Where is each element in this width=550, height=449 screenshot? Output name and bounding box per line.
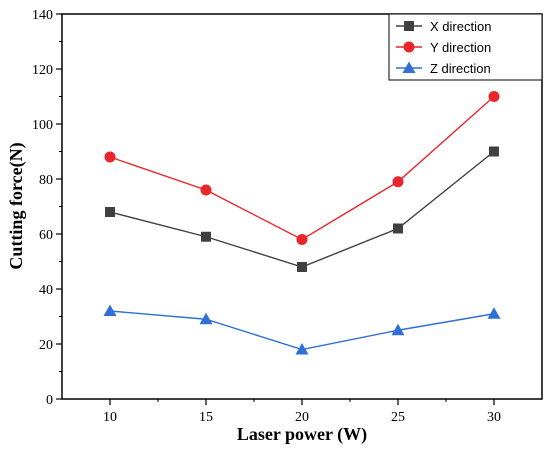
legend-item: X direction bbox=[396, 19, 491, 34]
legend-marker bbox=[403, 41, 415, 53]
series-z-direction bbox=[103, 304, 501, 355]
y-tick-label: 80 bbox=[39, 173, 53, 188]
x-tick-label: 30 bbox=[487, 410, 501, 425]
legend-item: Z direction bbox=[396, 61, 491, 76]
data-point bbox=[105, 207, 115, 217]
series-y-direction bbox=[104, 91, 500, 245]
x-tick-label: 25 bbox=[391, 410, 405, 425]
x-tick-label: 10 bbox=[103, 410, 117, 425]
data-point bbox=[200, 184, 212, 196]
data-point bbox=[199, 312, 213, 325]
y-tick-label: 40 bbox=[39, 283, 53, 298]
y-tick-label: 100 bbox=[32, 118, 53, 133]
x-tick-label: 20 bbox=[295, 410, 309, 425]
data-point bbox=[104, 151, 116, 163]
y-tick-label: 0 bbox=[46, 393, 53, 408]
y-tick-label: 120 bbox=[32, 63, 53, 78]
y-tick-label: 60 bbox=[39, 228, 53, 243]
data-point bbox=[391, 323, 405, 336]
x-axis-title: Laser power (W) bbox=[237, 424, 367, 445]
data-point bbox=[295, 343, 309, 355]
x-axis: 10 15 20 25 30 bbox=[103, 399, 501, 425]
series-layer bbox=[103, 91, 501, 355]
series-line bbox=[109, 150, 495, 268]
data-point bbox=[201, 231, 211, 242]
series-x-direction bbox=[105, 146, 499, 272]
data-point bbox=[488, 91, 500, 102]
x-tick-label: 15 bbox=[199, 410, 213, 425]
data-point bbox=[393, 223, 403, 234]
data-point bbox=[103, 304, 117, 316]
y-axis: 0 20 40 60 80 100 120 140 bbox=[32, 8, 62, 408]
data-point bbox=[392, 176, 404, 188]
legend-marker bbox=[402, 61, 416, 73]
data-point bbox=[297, 262, 307, 272]
data-point bbox=[489, 146, 499, 157]
legend-label: Y direction bbox=[430, 40, 491, 55]
legend-label: Z direction bbox=[430, 61, 491, 76]
y-tick-label: 140 bbox=[32, 8, 53, 23]
legend-label: X direction bbox=[430, 19, 491, 34]
data-point bbox=[487, 307, 501, 319]
legend-item: Y direction bbox=[396, 40, 491, 55]
series-line bbox=[109, 95, 495, 241]
y-tick-label: 20 bbox=[39, 338, 53, 353]
legend: X direction Y direction Z direction bbox=[388, 13, 543, 81]
legend-marker bbox=[404, 21, 414, 31]
data-point bbox=[296, 234, 308, 245]
y-axis-title: Cutting force(N) bbox=[6, 142, 27, 269]
